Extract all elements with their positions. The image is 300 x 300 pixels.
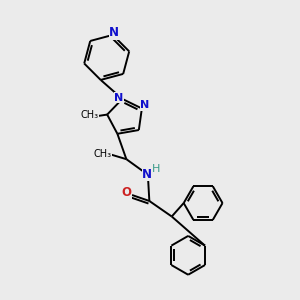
Text: N: N bbox=[109, 26, 119, 39]
Text: N: N bbox=[140, 100, 149, 110]
Text: N: N bbox=[114, 93, 123, 103]
Text: O: O bbox=[122, 186, 131, 199]
Text: H: H bbox=[152, 164, 160, 174]
Text: CH₃: CH₃ bbox=[80, 110, 98, 121]
Text: N: N bbox=[142, 168, 152, 181]
Text: CH₃: CH₃ bbox=[93, 149, 112, 159]
